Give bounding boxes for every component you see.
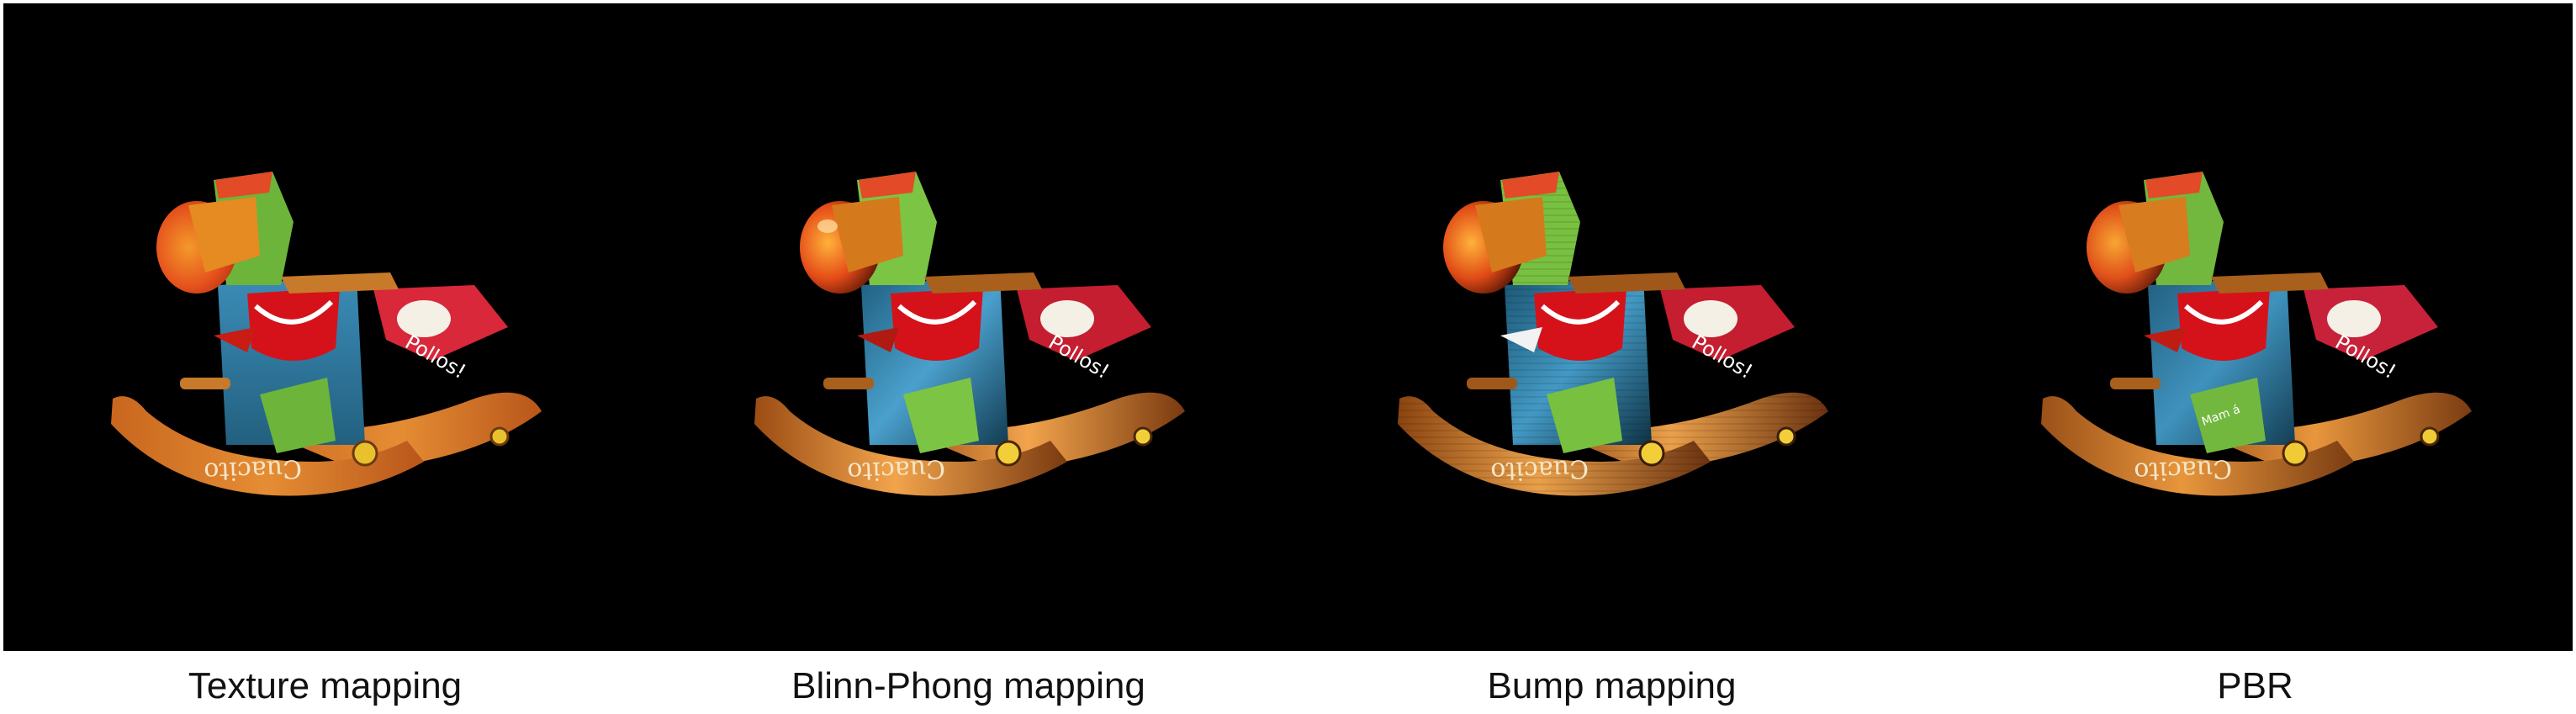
panel-bump-mapping: Cuacito Pollos! xyxy=(1290,3,1933,651)
rocking-horse-render: Cuacito Pollos! xyxy=(1398,172,1828,496)
rocking-horse-render: Cuacito Pollos! xyxy=(754,172,1185,496)
rocking-horse-render: Cuacito Pollos! xyxy=(111,172,542,496)
caption-texture-mapping: Texture mapping xyxy=(188,665,463,706)
panel-blinn-phong-mapping: Cuacito Pollos! xyxy=(647,3,1290,651)
caption-blinn-phong-mapping: Blinn-Phong mapping xyxy=(791,665,1145,706)
panel-texture-mapping: Cuacito Pollos! xyxy=(3,3,647,651)
rocker-signature: Cuacito xyxy=(2134,453,2233,486)
caption-pbr: PBR xyxy=(2217,665,2293,706)
rocker-signature: Cuacito xyxy=(204,453,303,486)
panel-pbr: Cuacito Pollos! Mam á xyxy=(1933,3,2576,651)
render-strip: Cuacito Pollos! xyxy=(3,3,2573,651)
rocking-horse-render: Cuacito Pollos! Mam á xyxy=(2041,172,2472,496)
rocker-signature: Cuacito xyxy=(1490,453,1590,486)
caption-bump-mapping: Bump mapping xyxy=(1487,665,1737,706)
rocker-signature: Cuacito xyxy=(847,453,946,486)
